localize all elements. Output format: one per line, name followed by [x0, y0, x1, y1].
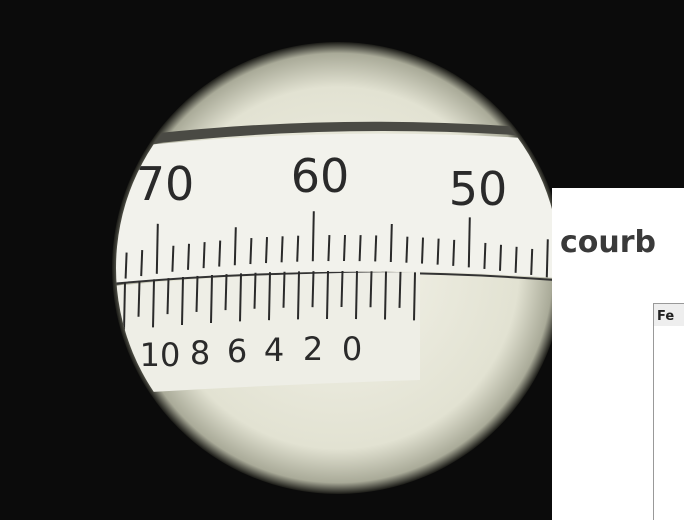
tick-line [195, 275, 199, 312]
tab[interactable] [654, 304, 684, 326]
tick-line [140, 250, 144, 277]
tick-line [452, 239, 456, 266]
tick-line [253, 272, 257, 309]
tick-line [282, 271, 286, 308]
tick-line [155, 223, 159, 274]
tick-line [483, 242, 487, 270]
tick-line [355, 271, 358, 320]
tick-line [358, 235, 362, 262]
window-title: courb [560, 225, 656, 260]
tick-line [530, 248, 534, 276]
tick-line [265, 237, 268, 264]
tick-line [369, 271, 373, 308]
tick-line [384, 271, 387, 320]
vernier-label: 8 [190, 334, 210, 372]
tick-line [224, 274, 228, 311]
vernier-label: 6 [227, 332, 247, 370]
tick-line [218, 240, 222, 267]
tick-line [171, 245, 175, 272]
tick-line [374, 235, 378, 262]
tick-line [413, 272, 416, 321]
tick-line [233, 227, 237, 266]
tick-line [187, 243, 190, 270]
vernier-label: 0 [342, 330, 362, 368]
scale-edge [116, 121, 560, 150]
tick-line [343, 234, 346, 262]
tick-line [326, 271, 329, 320]
tick-line [268, 272, 271, 321]
vernier-scale [116, 272, 420, 395]
tick-line [405, 236, 409, 263]
tick-line [137, 280, 141, 317]
scale-view: 70 60 50 10 8 6 4 2 0 [116, 121, 560, 395]
tick-line [124, 252, 128, 279]
tick-line [202, 242, 206, 269]
tick-line [152, 279, 155, 328]
tick-line [296, 235, 300, 262]
tick-line [311, 271, 315, 308]
tick-line [239, 273, 242, 322]
inner-frame [653, 303, 684, 520]
vernier-label: 4 [264, 331, 284, 369]
tick-line [467, 217, 471, 268]
main-scale-label: 50 [449, 162, 508, 216]
tick-line [389, 223, 393, 263]
tick-line [166, 278, 170, 315]
vernier-label: 2 [303, 330, 323, 368]
tick-line [327, 235, 331, 262]
tick-line [421, 237, 424, 264]
tab-label: Fe [657, 309, 674, 324]
tick-line [311, 211, 315, 262]
tick-line [545, 239, 549, 278]
tick-line [123, 282, 126, 331]
app-window: courb Fe [552, 188, 684, 520]
ticks [123, 211, 549, 331]
main-scale-label: 60 [291, 149, 350, 203]
tick-line [514, 246, 518, 273]
tick-line [398, 271, 402, 308]
vernier-label: 10 [140, 336, 181, 374]
tick-line [499, 244, 502, 271]
tick-line [249, 238, 253, 265]
tick-line [210, 274, 213, 324]
main-scale-label: 70 [136, 157, 195, 211]
tick-line [436, 238, 440, 265]
tick-line [340, 270, 344, 308]
tick-line [181, 276, 184, 326]
tick-line [280, 236, 284, 263]
scale-divider [116, 271, 560, 286]
tick-line [297, 271, 300, 320]
